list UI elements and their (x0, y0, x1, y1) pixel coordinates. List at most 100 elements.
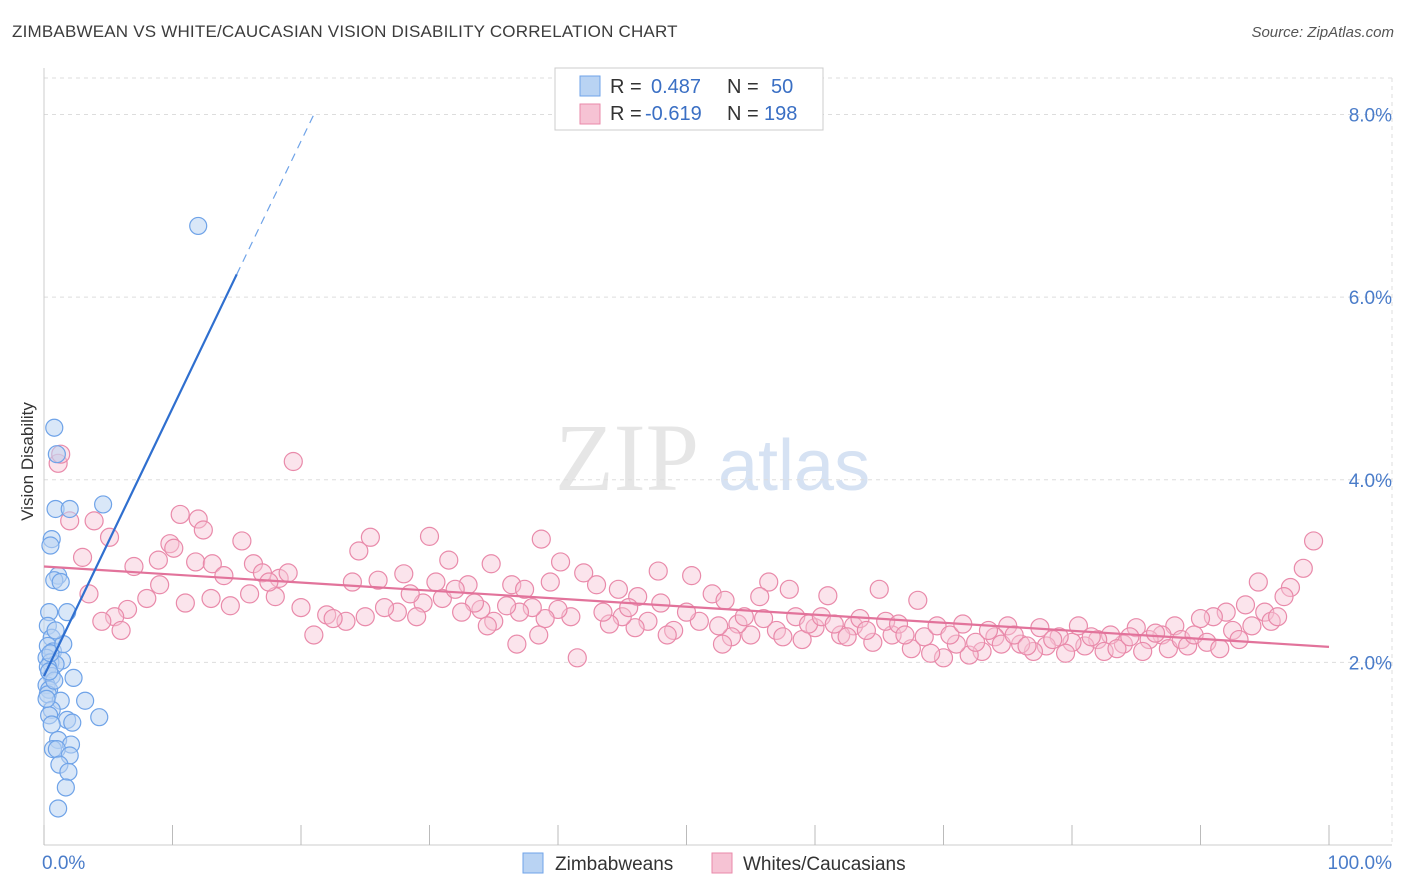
white-point-32 (278, 563, 298, 583)
y-tick-label-0: 2.0% (1349, 653, 1392, 674)
white-point-185 (1242, 616, 1262, 636)
white-point-112 (400, 584, 420, 604)
white-point-31 (269, 568, 289, 588)
white-point-37 (502, 575, 522, 595)
legend-n-value-2: 198 (764, 103, 797, 125)
white-point-138 (507, 634, 527, 654)
white-point-11 (232, 531, 252, 551)
zimbabwean-point-7 (41, 536, 60, 555)
white-point-103 (522, 597, 542, 618)
white-point-58 (1248, 572, 1268, 592)
white-point-99 (593, 602, 613, 622)
series-legend-whites: Whites/Caucasians (743, 854, 906, 875)
zimbabwean-trend-line (43, 273, 238, 677)
white-point-89 (741, 625, 761, 645)
stats-legend: R = 0.487 N = 50 R = -0.619 N = 198 (554, 67, 824, 131)
white-point-35 (426, 572, 446, 592)
series-legend-zimbabweans: Zimbabweans (555, 854, 673, 875)
white-point-62 (1190, 608, 1211, 629)
zimbabwean-point-48 (46, 621, 65, 640)
white-point-26 (186, 552, 206, 572)
legend-n-label-1: N = (727, 76, 759, 98)
white-point-121 (240, 584, 260, 604)
white-point-154 (856, 620, 877, 641)
zimbabwean-point-47 (37, 689, 56, 709)
white-point-8 (349, 541, 369, 561)
zimbabwean-point-41 (59, 762, 78, 782)
white-point-22 (72, 547, 93, 567)
source-credit: Source: ZipAtlas.com (1251, 24, 1394, 41)
legend-r-value-1: 0.487 (651, 76, 701, 98)
white-point-7 (193, 520, 213, 540)
white-point-40 (586, 575, 607, 595)
zimbabwean-point-42 (56, 778, 75, 797)
white-point-134 (368, 570, 388, 590)
white-point-48 (818, 586, 838, 606)
zimbabwean-trend-extension (236, 114, 315, 275)
trend-lines (43, 114, 1330, 677)
white-point-125 (150, 575, 170, 595)
white-point-15 (481, 554, 501, 574)
zimbabwean-points (37, 216, 208, 818)
white-point-17 (550, 552, 571, 572)
x-tick-labels: 0.0% 100.0% (42, 853, 1392, 874)
white-point-157 (895, 625, 915, 645)
white-point-38 (514, 579, 535, 599)
white-point-28 (214, 566, 234, 586)
white-point-85 (831, 625, 851, 645)
white-point-19 (648, 561, 668, 581)
white-point-47 (779, 579, 799, 599)
white-point-140 (567, 648, 587, 668)
white-point-141 (619, 597, 639, 618)
white-point-126 (137, 588, 157, 609)
white-point-16 (531, 529, 551, 549)
white-point-55 (1293, 558, 1313, 578)
white-point-56 (1303, 531, 1324, 551)
y-tick-label-2: 6.0% (1349, 288, 1392, 309)
white-point-144 (712, 634, 733, 654)
white-point-2 (283, 451, 303, 472)
white-point-176 (1145, 623, 1166, 643)
white-point-162 (966, 632, 986, 652)
white-trend-line (43, 565, 1330, 648)
white-point-118 (304, 625, 324, 645)
white-point-152 (837, 627, 857, 647)
white-point-25 (164, 538, 184, 558)
legend-r-value-2: -0.619 (645, 103, 702, 125)
white-point-20 (682, 566, 702, 586)
y-tick-labels: 2.0% 4.0% 6.0% 8.0% (1349, 106, 1392, 675)
chart-title: ZIMBABWEAN VS WHITE/CAUCASIAN VISION DIS… (12, 22, 678, 41)
white-point-46 (750, 587, 770, 607)
white-point-135 (407, 607, 427, 627)
zimbabwean-point-28 (76, 691, 95, 710)
y-axis-label: Vision Disability (18, 402, 37, 521)
white-point-166 (1017, 636, 1037, 656)
white-point-13 (419, 526, 440, 546)
x-tick-label-1: 100.0% (1328, 853, 1393, 874)
white-point-60 (1216, 602, 1236, 622)
white-point-102 (535, 608, 555, 629)
white-point-145 (734, 607, 754, 627)
series-legend: Zimbabweans Whites/Caucasians (522, 852, 906, 875)
white-point-50 (908, 590, 928, 610)
white-point-79 (933, 648, 954, 668)
white-point-27 (202, 554, 222, 574)
watermark-zip: ZIP (555, 404, 699, 511)
white-point-160 (940, 625, 960, 645)
white-point-14 (439, 550, 459, 570)
zimbabwean-point-33 (63, 713, 82, 732)
white-point-105 (497, 596, 517, 616)
zimbabwean-point-2 (47, 445, 66, 464)
zimbabwean-point-31 (90, 708, 109, 727)
watermark-atlas: atlas (718, 426, 870, 506)
white-point-6 (188, 509, 208, 529)
legend-r-label-2: R = (610, 103, 642, 125)
legend-r-label-1: R = (610, 76, 642, 98)
zimbabwean-point-10 (51, 572, 70, 592)
white-point-12 (360, 527, 380, 547)
series-legend-swatch-zimbabweans (522, 852, 544, 874)
white-point-129 (92, 611, 112, 631)
white-point-92 (709, 616, 729, 636)
zimbabwean-point-12 (58, 603, 77, 622)
